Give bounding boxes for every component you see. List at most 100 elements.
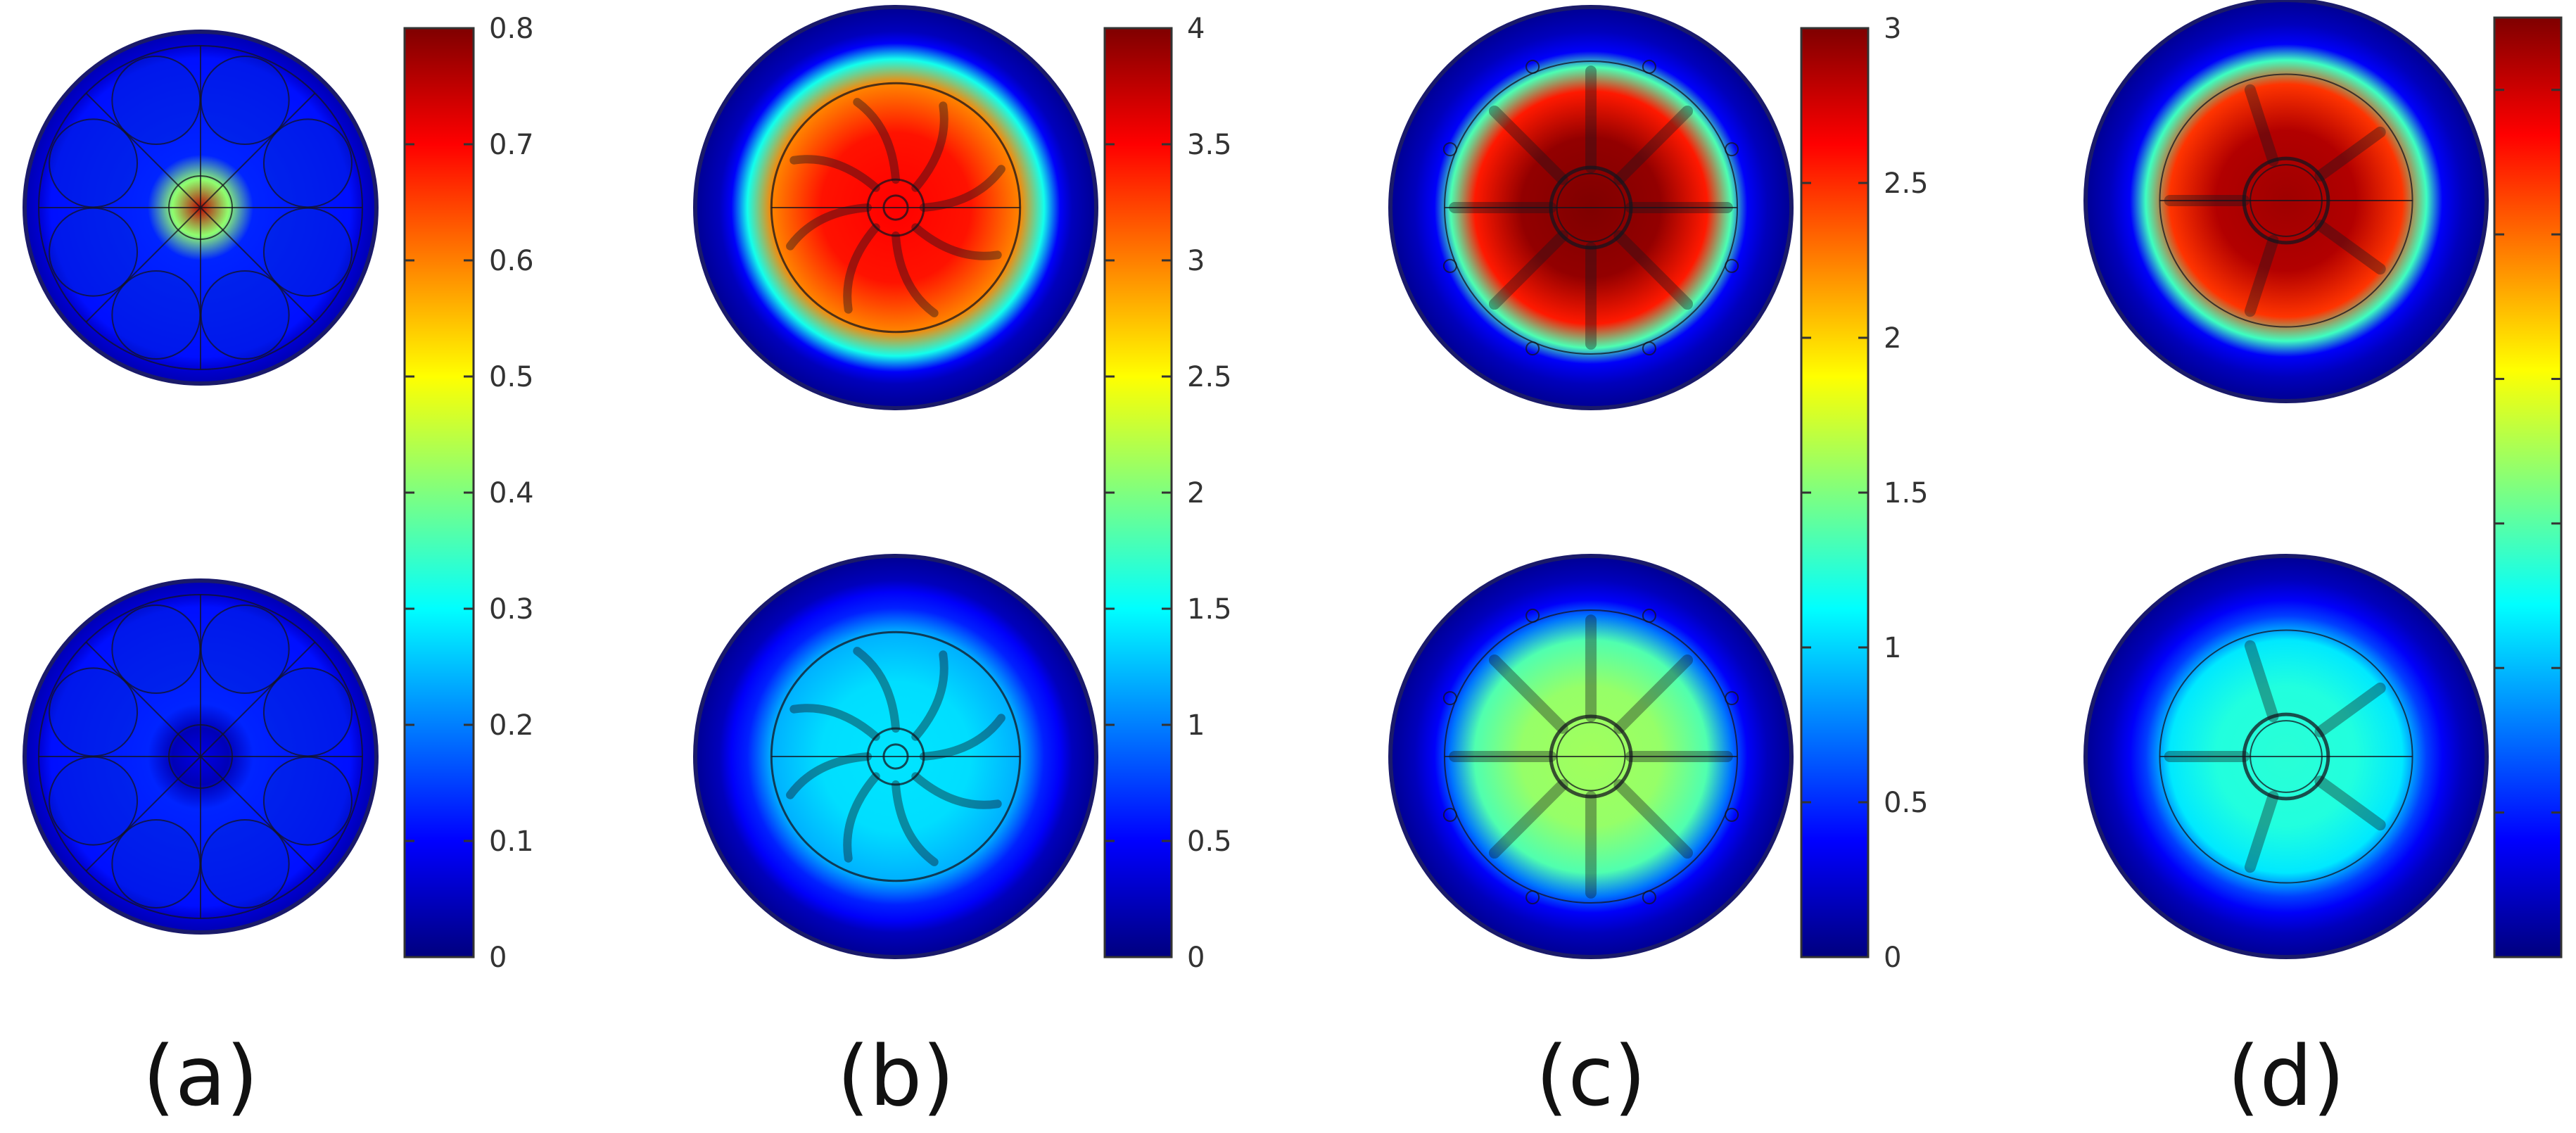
colorbar-tick-label: 0.7	[489, 129, 534, 161]
colorbar-a: 0 0.1 0.2 0.3 0.4 0.5 0.6 0.7 0.8	[403, 13, 534, 974]
disc-spoke	[853, 98, 900, 184]
disc-d-bottom	[2083, 554, 2489, 959]
disc-spoke	[786, 203, 873, 251]
colorbar-tick-label: 0.6	[489, 245, 534, 277]
disc-spoke	[200, 756, 316, 872]
disc-rim	[1388, 554, 1794, 959]
panel-d: 0123456 (d)	[2083, 0, 2563, 1125]
disc-lobe	[200, 56, 290, 146]
disc-spoke	[1488, 654, 1568, 734]
disc-vent	[1442, 258, 1457, 273]
colorbar-tick-label: 1	[1884, 632, 1901, 664]
panel-label-b: (b)	[837, 1027, 955, 1125]
disc-hub	[2242, 712, 2330, 801]
disc-spoke	[85, 207, 201, 323]
disc-spoke	[2244, 790, 2279, 873]
disc-vent	[1642, 608, 1656, 623]
disc-hub-ring	[2250, 164, 2323, 237]
colorbar-tick-label: 1.5	[1187, 593, 1232, 626]
colorbar-tick-label: 0.5	[1884, 787, 1929, 819]
colorbar-tick-label: 0.5	[489, 361, 534, 393]
disc-hub	[1549, 714, 1633, 799]
disc-spoke	[2314, 220, 2386, 275]
disc-vent	[1525, 341, 1540, 356]
disc-spoke	[892, 231, 939, 317]
disc-vent	[1725, 142, 1739, 157]
disc-spoke	[1488, 105, 1568, 185]
disc-spoke	[85, 641, 201, 757]
colorbar-tick-label: 0.5	[1187, 825, 1232, 858]
disc-d-top	[2083, 0, 2489, 403]
disc-vent	[1725, 807, 1739, 822]
disc-rim	[693, 554, 1098, 959]
disc-lobe	[200, 605, 290, 695]
disc-hub-ring	[2250, 720, 2323, 793]
disc-vent	[1642, 341, 1656, 356]
disc-spoke	[1613, 230, 1694, 310]
disc-spoke	[1613, 779, 1694, 859]
disc-b-bottom	[693, 554, 1098, 959]
colorbar-tick-label: 0	[489, 942, 507, 974]
disc-a-top	[23, 30, 379, 386]
colorbar-tick-label: 4	[1187, 13, 1205, 45]
disc-hub	[168, 724, 233, 789]
disc-hub	[168, 175, 233, 240]
disc-vent	[1442, 142, 1457, 157]
disc-spoke	[85, 92, 201, 208]
disc-rim	[23, 578, 379, 935]
disc-spoke	[2244, 234, 2279, 317]
disc-spoke	[1488, 779, 1568, 859]
disc-spoke	[853, 647, 900, 733]
disc-rim	[693, 5, 1098, 410]
disc-lobe	[111, 818, 201, 909]
disc-lobe	[49, 667, 139, 757]
colorbar-tick-label: 0.3	[489, 593, 534, 626]
colorbar-d: 0123456	[2493, 16, 2563, 958]
colorbar-tick-label: 0	[1187, 942, 1205, 974]
colorbar-tick-label: 2	[1884, 322, 1901, 355]
colorbar-b: 0 0.5 1 1.5 2 2.5 3 3.5 4	[1103, 13, 1232, 974]
disc-spoke	[843, 223, 880, 314]
panel-label-d: (d)	[2228, 1027, 2345, 1125]
colorbar-tick-label: 2	[1187, 477, 1205, 509]
disc-hub	[1549, 165, 1633, 250]
disc-c-top	[1388, 5, 1794, 410]
disc-spoke	[892, 780, 939, 866]
disc-c-bottom	[1388, 554, 1794, 959]
disc-lobe	[200, 818, 290, 909]
disc-rim	[2083, 554, 2489, 959]
disc-lobe	[262, 207, 353, 297]
colorbar-c: 0 0.5 1 1.5 2 2.5 3	[1800, 13, 1929, 974]
disc-spoke	[911, 650, 948, 741]
disc-spoke	[789, 704, 880, 741]
disc-vent	[1442, 691, 1457, 706]
disc-rim	[1388, 5, 1794, 410]
disc-spoke	[843, 772, 880, 863]
colorbar-tick-label: 0.2	[489, 709, 534, 742]
disc-spoke	[2314, 126, 2386, 182]
colorbar-tick-label: 2.5	[1884, 167, 1929, 200]
disc-spoke	[85, 756, 201, 872]
colorbar-tick-label: 1	[1187, 709, 1205, 742]
disc-hub-ring	[1556, 172, 1626, 243]
disc-vent	[1525, 59, 1540, 74]
panel-c: 0 0.5 1 1.5 2 2.5 3 (c)	[1388, 5, 1929, 1125]
disc-spoke	[919, 714, 1005, 761]
disc-spoke	[1613, 105, 1694, 185]
panel-label-c: (c)	[1536, 1027, 1647, 1125]
colorbar-tick-label: 0.4	[489, 477, 534, 509]
disc-vent	[1525, 608, 1540, 623]
disc-vent	[1725, 258, 1739, 273]
disc-spoke	[919, 165, 1005, 212]
disc-b-top	[693, 5, 1098, 410]
disc-spoke	[2314, 682, 2386, 738]
colorbar-tick-label: 3.5	[1187, 129, 1232, 161]
disc-hub	[2242, 156, 2330, 245]
disc-hub-ring	[1556, 721, 1626, 792]
disc-spoke	[2244, 640, 2279, 723]
disc-lobe	[262, 756, 353, 846]
colorbar-tick-label: 2.5	[1187, 361, 1232, 393]
disc-spoke	[911, 101, 948, 192]
disc-spoke	[786, 752, 873, 799]
